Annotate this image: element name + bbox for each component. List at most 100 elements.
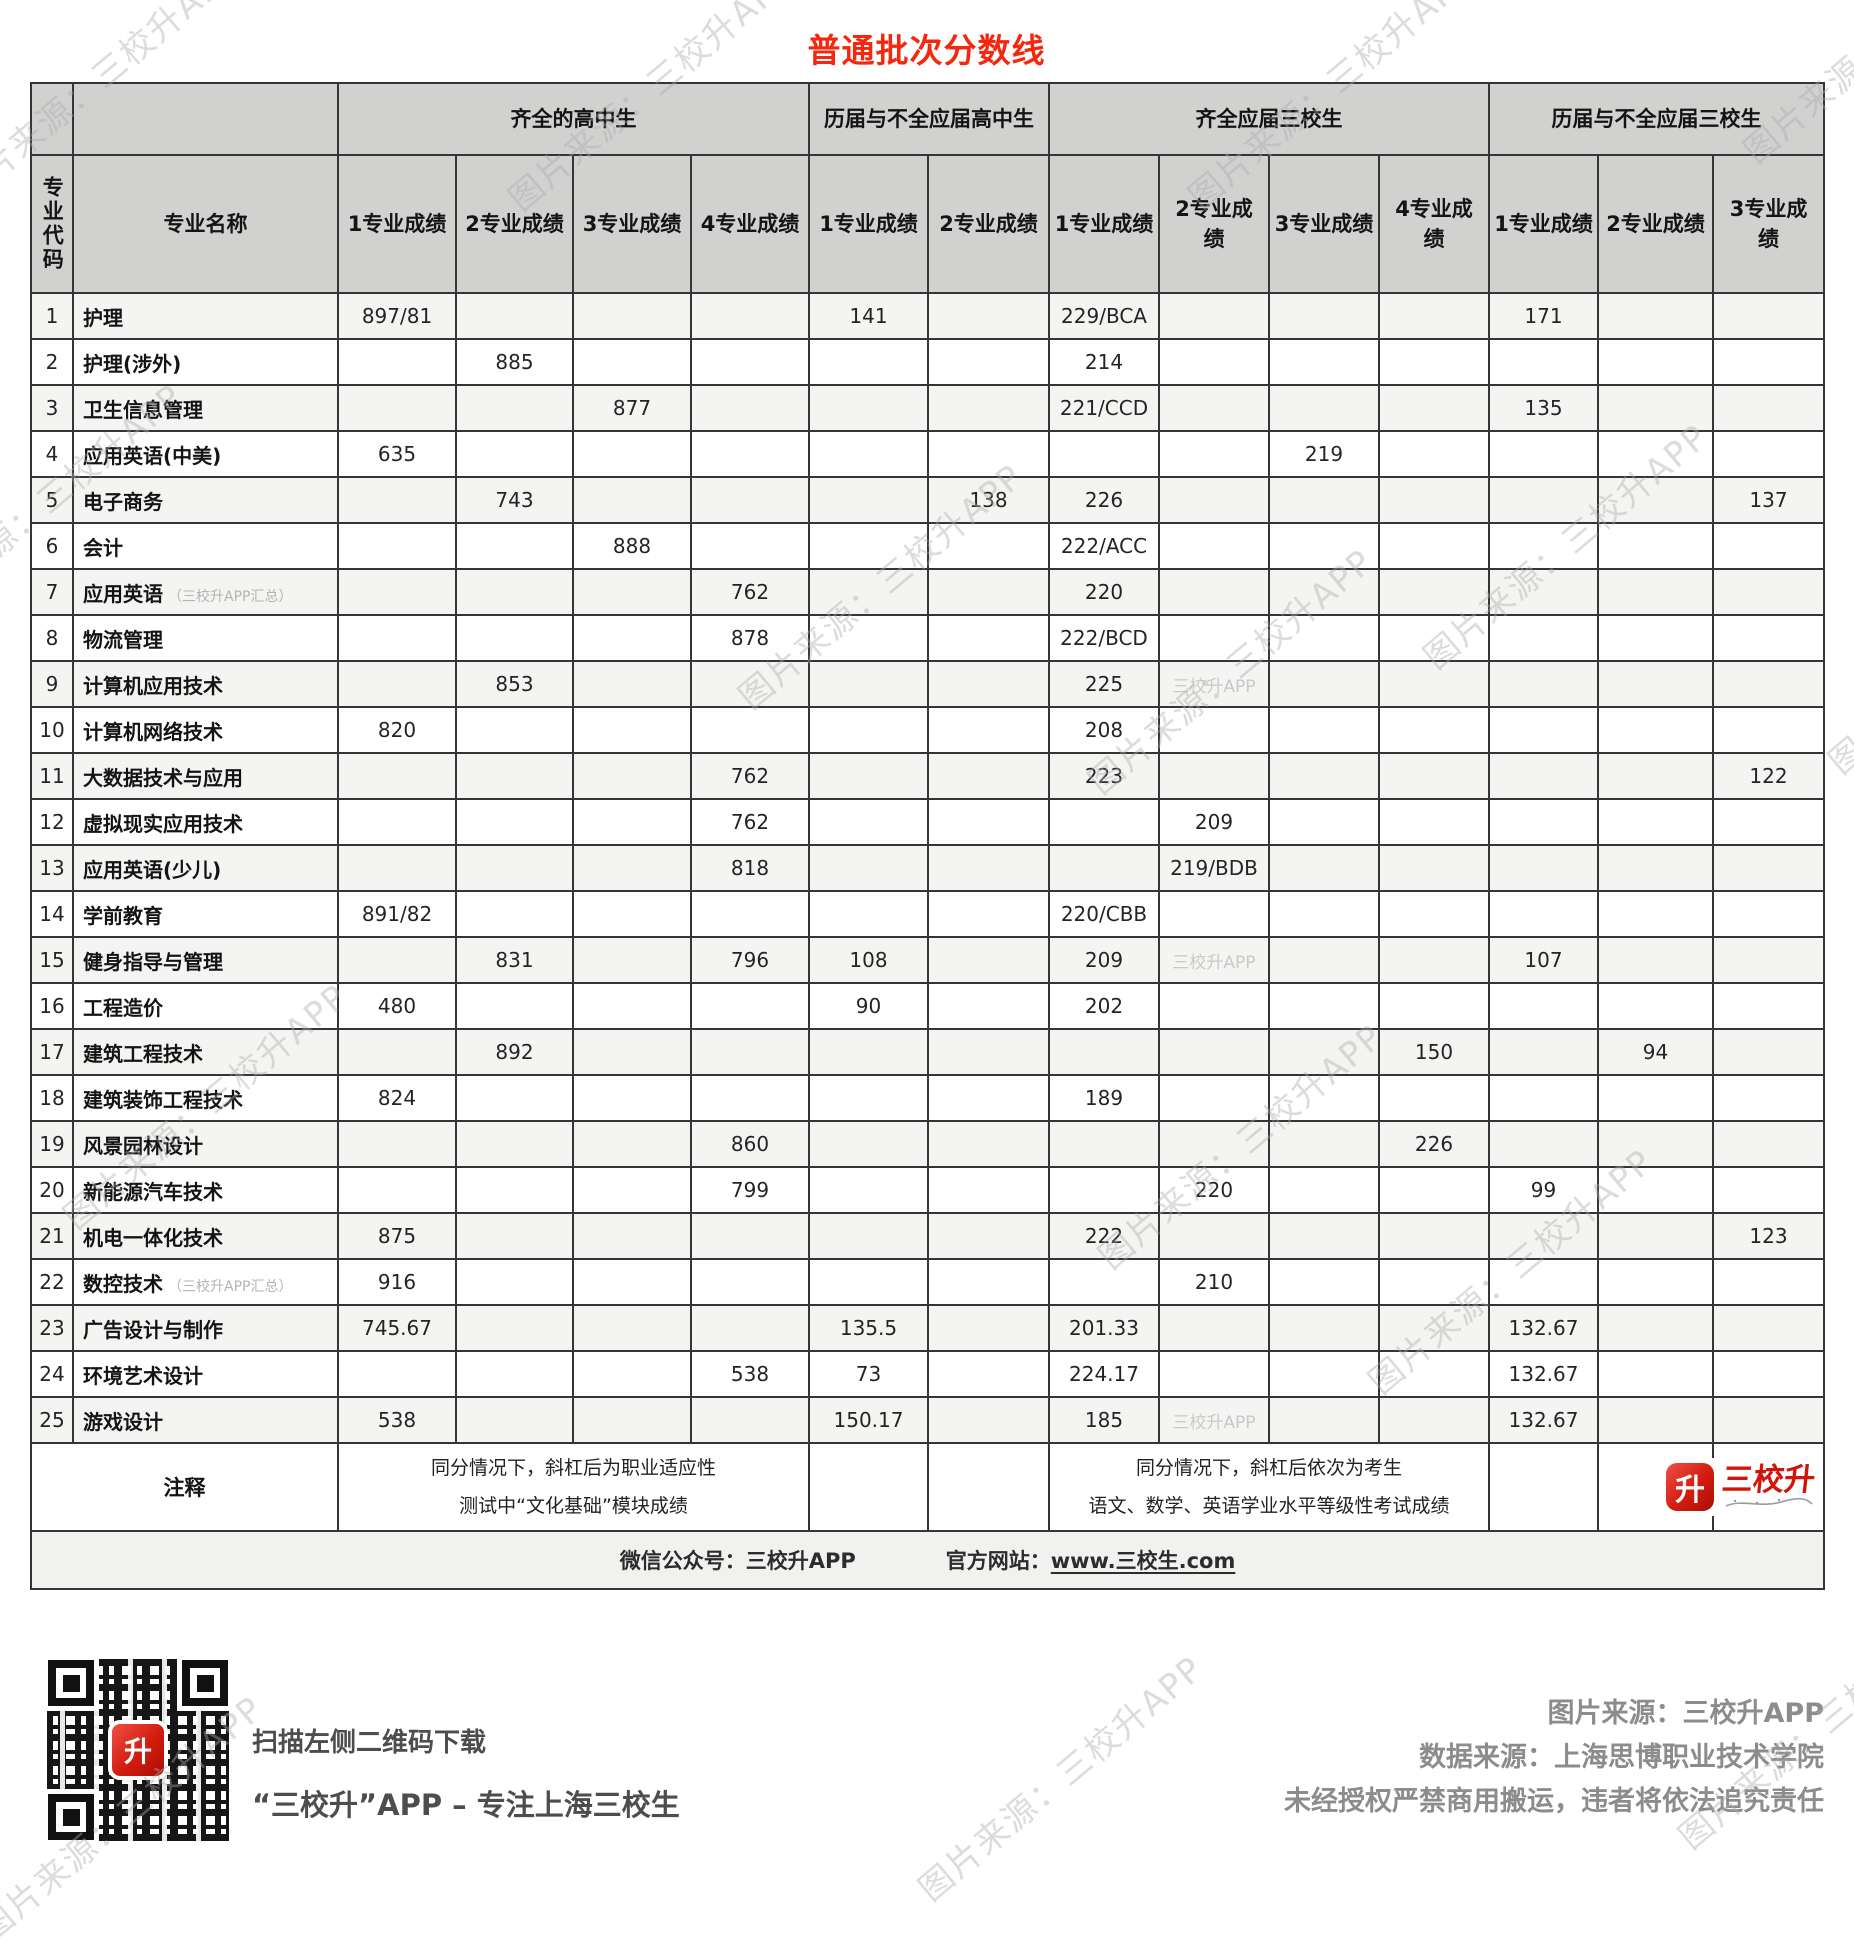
score-cell [1378, 384, 1490, 432]
score-cell [337, 476, 457, 524]
score-cell: 223 [1048, 752, 1160, 800]
score-cell [690, 292, 810, 340]
score-cell [572, 982, 692, 1030]
major-name: 计算机网络技术 [83, 719, 223, 744]
score-cell: 108 [808, 936, 929, 984]
major-name-cell: 护理(涉外) [72, 338, 339, 386]
score-cell [572, 844, 692, 892]
score-cell [1048, 844, 1160, 892]
score-cell [1378, 1350, 1490, 1398]
score-cell [1711, 522, 1826, 570]
major-name: 虚拟现实应用技术 [83, 811, 243, 836]
score-cell [1158, 1350, 1270, 1398]
score-cell: 831 [455, 936, 574, 984]
score-cell [1597, 798, 1714, 846]
major-name-cell: 计算机应用技术 [72, 660, 339, 708]
score-cell [927, 706, 1050, 754]
major-code-cell: 20 [30, 1166, 74, 1214]
score-cell [337, 844, 457, 892]
major-name-cell: 风景园林设计 [72, 1120, 339, 1168]
score-cell [927, 752, 1050, 800]
score-cell [1268, 1258, 1380, 1306]
score-cell: 226 [1048, 476, 1160, 524]
score-cell [572, 568, 692, 616]
table-row: 14 学前教育 891/82 220/CBB [30, 890, 1826, 938]
score-cell [1711, 890, 1826, 938]
score-cell [455, 1212, 574, 1260]
table-row: 21 机电一体化技术 875 222 123 [30, 1212, 1826, 1260]
source-line-image: 图片来源：三校升APP [1547, 1698, 1824, 1729]
score-cell [1378, 292, 1490, 340]
score-cell: 209 [1158, 798, 1270, 846]
cell-watermark: 三校升APP [1158, 936, 1270, 984]
major-name-cell: 工程造价 [72, 982, 339, 1030]
table-row: 15 健身指导与管理 831 796 108 209 三校升APP 107 [30, 936, 1826, 984]
score-cell: 743 [455, 476, 574, 524]
scores-table: 齐全的高中生 历届与不全应届高中生 齐全应届三校生 历届与不全应届三校生 专业代码 专业名… [29, 82, 1826, 1590]
major-name-cell: 应用英语(少儿) [72, 844, 339, 892]
score-cell [1268, 1074, 1380, 1122]
score-cell [808, 1212, 929, 1260]
table-row: 5 电子商务 743 138 226 137 [30, 476, 1826, 524]
major-code-cell: 1 [30, 292, 74, 340]
major-name-cell: 学前教育 [72, 890, 339, 938]
score-cell [572, 338, 692, 386]
score-cell: 897/81 [337, 292, 457, 340]
score-cell [808, 660, 929, 708]
brand-logo-icon: 升 [1666, 1463, 1715, 1511]
score-cell: 208 [1048, 706, 1160, 754]
major-code-cell: 4 [30, 430, 74, 478]
score-cell [690, 338, 810, 386]
score-cell [1268, 752, 1380, 800]
major-name-cell: 新能源汽车技术 [72, 1166, 339, 1214]
score-cell [1158, 752, 1270, 800]
score-col-header: 2专业成绩 [455, 154, 574, 294]
table-row: 6 会计 888 222/ACC [30, 522, 1826, 570]
score-col-header: 3专业成绩 [572, 154, 692, 294]
table-row: 22 数控技术 （三校升APP汇总） 916 210 [30, 1258, 1826, 1306]
score-cell [1048, 798, 1160, 846]
score-cell [808, 430, 929, 478]
major-name-cell: 应用英语 （三校升APP汇总） [72, 568, 339, 616]
major-name-cell: 环境艺术设计 [72, 1350, 339, 1398]
score-cell [1048, 1120, 1160, 1168]
score-cell [927, 292, 1050, 340]
score-cell [1711, 1166, 1826, 1214]
score-cell: 73 [808, 1350, 929, 1398]
score-cell [927, 1212, 1050, 1260]
score-cell [690, 1396, 810, 1444]
score-cell [1597, 752, 1714, 800]
official-site-link[interactable]: www.三校生.com [1050, 1549, 1236, 1573]
score-cell [1378, 1258, 1490, 1306]
score-cell [1378, 660, 1490, 708]
notes-left-cell: 同分情况下，斜杠后为职业适应性 测试中“文化基础”模块成绩 [337, 1442, 810, 1532]
score-cell [1488, 614, 1599, 662]
score-cell: 220 [1158, 1166, 1270, 1214]
score-cell [1488, 1212, 1599, 1260]
score-cell [1158, 1120, 1270, 1168]
score-cell [572, 1350, 692, 1398]
score-cell [690, 890, 810, 938]
score-cell: 799 [690, 1166, 810, 1214]
score-cell [1597, 706, 1714, 754]
table-body: 1 护理 897/81 141 229/BCA 171 2 护理(涉外) 885 214 3 卫生信息… [29, 292, 1826, 1590]
score-cell [455, 614, 574, 662]
major-code-cell: 17 [30, 1028, 74, 1076]
score-cell: 480 [337, 982, 457, 1030]
score-cell [337, 1028, 457, 1076]
score-cell: 877 [572, 384, 692, 432]
major-code-cell: 16 [30, 982, 74, 1030]
column-group-header: 历届与不全应届高中生 [808, 82, 1050, 156]
score-cell [1488, 1074, 1599, 1122]
score-cell [337, 660, 457, 708]
score-cell [1268, 706, 1380, 754]
score-cell [927, 1258, 1050, 1306]
score-cell [927, 1166, 1050, 1214]
table-row: 20 新能源汽车技术 799 220 99 [30, 1166, 1826, 1214]
score-cell [927, 384, 1050, 432]
major-code-cell: 5 [30, 476, 74, 524]
score-cell [1158, 476, 1270, 524]
source-line-legal: 未经授权严禁商用搬运，违者将依法追究责任 [1284, 1786, 1824, 1817]
corner-cell [72, 82, 339, 156]
major-name-note: （三校升APP汇总） [168, 1278, 293, 1295]
